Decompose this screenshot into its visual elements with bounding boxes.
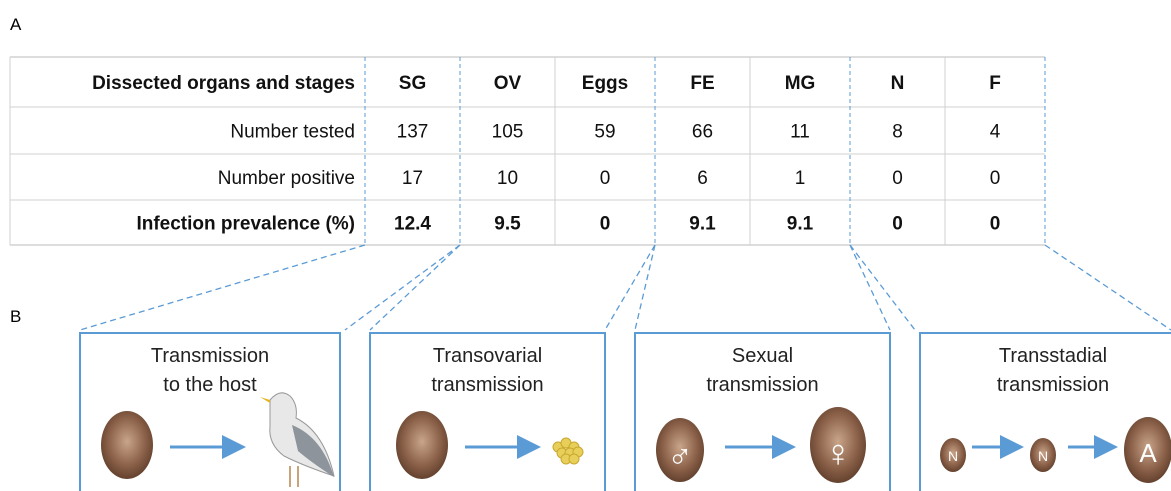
- connector: [850, 245, 890, 330]
- icon-label: ♀: [824, 433, 853, 475]
- connector: [370, 245, 460, 330]
- table-cell: 6: [697, 168, 708, 189]
- connector: [850, 245, 915, 330]
- table-cell: SG: [399, 73, 426, 94]
- table-cell: 0: [892, 214, 903, 235]
- table-cell: 0: [600, 214, 611, 235]
- box-title: Transovarial: [433, 345, 542, 367]
- row-header: Number tested: [230, 122, 355, 143]
- box-title: Sexual: [732, 345, 793, 367]
- icon-label: A: [1139, 438, 1157, 468]
- row-header: Infection prevalence (%): [136, 214, 355, 235]
- box-title: transmission: [997, 374, 1109, 396]
- connector: [1045, 245, 1171, 330]
- connector: [80, 245, 365, 330]
- box-title: Transmission: [151, 345, 269, 367]
- table-cell: 0: [990, 168, 1001, 189]
- icon-label: N: [948, 448, 958, 464]
- table-cell: 11: [790, 122, 810, 143]
- connector: [345, 245, 460, 330]
- panel-label: B: [10, 307, 21, 326]
- egg-icon: [569, 454, 579, 464]
- tick-icon: [396, 411, 448, 479]
- table-cell: 0: [892, 168, 903, 189]
- box-title: transmission: [431, 374, 543, 396]
- figure: A B Dissected organs and stages SG OV Eggs F…: [0, 0, 1171, 491]
- table-cell: 10: [497, 168, 518, 189]
- table-cell: 17: [402, 168, 423, 189]
- table-cell: MG: [785, 73, 816, 94]
- table-cell: N: [891, 73, 905, 94]
- table-cell: 8: [892, 122, 903, 143]
- table-cell: 12.4: [394, 214, 431, 235]
- table-cell: 59: [594, 122, 615, 143]
- table-cell: 66: [692, 122, 713, 143]
- table-cell: 9.1: [787, 214, 814, 235]
- connector: [605, 245, 655, 330]
- gull-beak: [260, 397, 270, 403]
- figure-canvas: A B Dissected organs and stages SG OV Eggs F…: [0, 0, 1171, 491]
- table-cell: F: [989, 73, 1001, 94]
- box-title: to the host: [163, 374, 257, 396]
- connector: [635, 245, 655, 330]
- panel-label: A: [10, 15, 22, 34]
- icon-label: ♂: [667, 438, 693, 476]
- table-cell: 0: [600, 168, 611, 189]
- icon-label: N: [1038, 448, 1048, 464]
- table-cell: FE: [690, 73, 714, 94]
- table-cell: 137: [397, 122, 429, 143]
- table-cell: 4: [990, 122, 1001, 143]
- table-cell: OV: [494, 73, 522, 94]
- table-cell: 9.5: [494, 214, 521, 235]
- table-cell: 0: [990, 214, 1001, 235]
- table-cell: Eggs: [582, 73, 628, 94]
- row-header: Number positive: [218, 168, 355, 189]
- table-cell: 105: [492, 122, 524, 143]
- row-header: Dissected organs and stages: [92, 73, 355, 94]
- table-cell: 1: [795, 168, 806, 189]
- table-cell: 9.1: [689, 214, 716, 235]
- box-title: transmission: [706, 374, 818, 396]
- box-title: Transstadial: [999, 345, 1107, 367]
- tick-icon: [101, 411, 153, 479]
